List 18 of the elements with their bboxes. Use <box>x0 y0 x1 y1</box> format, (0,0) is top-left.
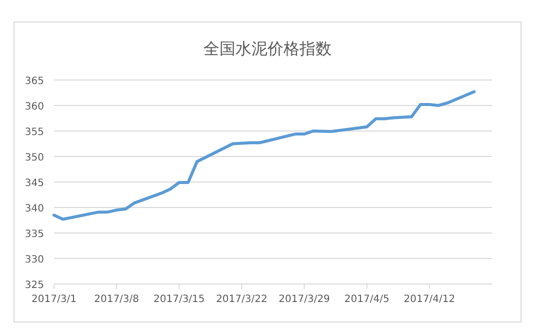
x-tick-label: 2017/3/8 <box>94 294 140 305</box>
y-tick-label: 355 <box>24 127 44 138</box>
y-tick-label: 350 <box>24 152 44 164</box>
x-tick-label: 2017/3/22 <box>216 294 268 305</box>
y-tick-label: 360 <box>24 102 44 112</box>
x-tick-label: 2017/3/1 <box>32 294 76 305</box>
x-tick-label: 2017/4/12 <box>404 294 456 305</box>
x-tick-label: 2017/4/5 <box>344 294 390 305</box>
y-tick-label: 325 <box>24 280 44 291</box>
x-tick-label: 2017/3/15 <box>154 294 205 305</box>
line-series <box>52 90 476 221</box>
y-tick-label: 345 <box>24 178 44 189</box>
x-tick-label: 2017/3/29 <box>278 294 330 305</box>
y-tick-label: 330 <box>24 254 44 266</box>
chart-title: 全国水泥价格指数 <box>204 39 332 58</box>
y-tick-label: 365 <box>24 76 44 87</box>
y-tick-label: 340 <box>24 204 44 214</box>
y-tick-label: 335 <box>24 229 44 240</box>
